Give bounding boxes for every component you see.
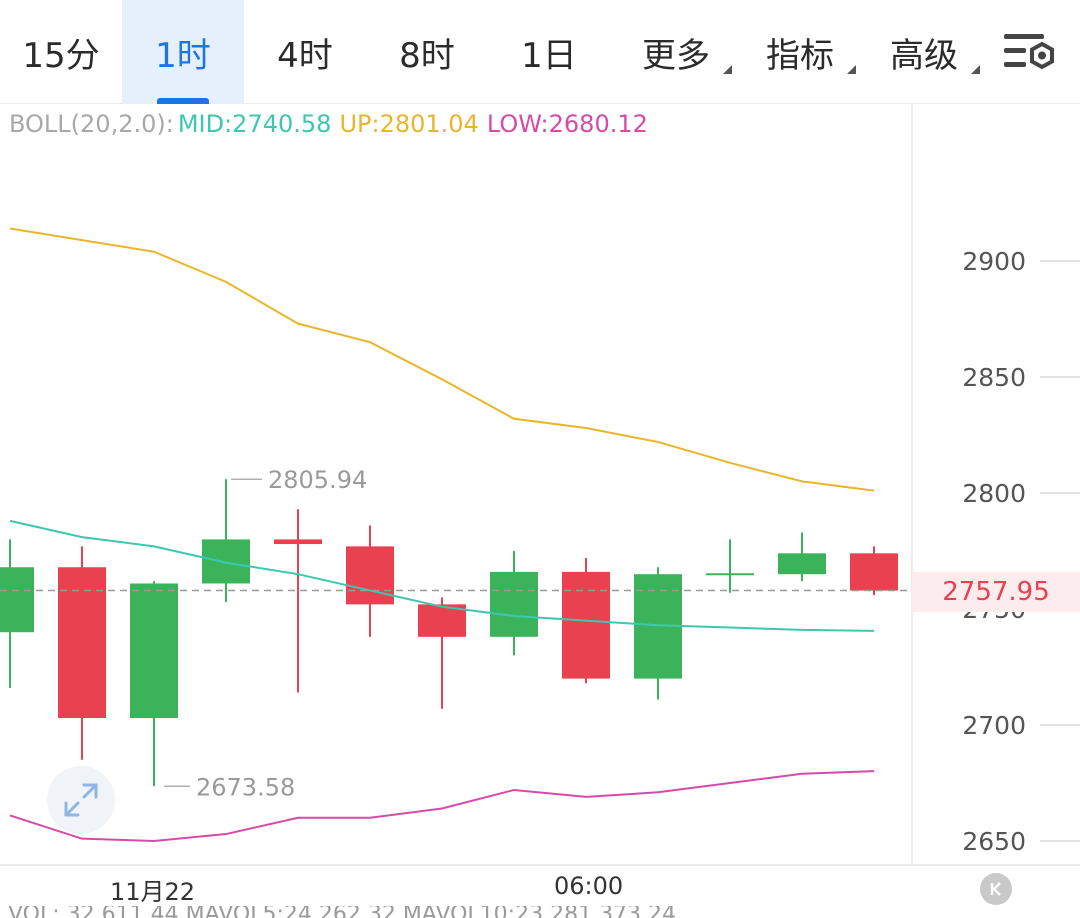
boll-upper-line: [9, 227, 875, 492]
tab-label: 1日: [521, 35, 577, 76]
tab-1day[interactable]: 1日: [488, 0, 610, 104]
candle-body: [346, 546, 394, 605]
tab-label: 高级: [890, 35, 958, 76]
chart-settings-icon: [1004, 34, 1054, 70]
scroll-to-latest-button[interactable]: [980, 873, 1012, 905]
fullscreen-expand-button[interactable]: [47, 766, 115, 834]
candle-body: [490, 571, 538, 637]
candle-body: [130, 583, 178, 719]
tab-indicators-dropdown[interactable]: 指标: [738, 0, 862, 104]
candle-body: [778, 553, 826, 575]
tab-label: 1时: [155, 35, 211, 76]
tab-8hour[interactable]: 8时: [366, 0, 488, 104]
tab-label: 指标: [766, 35, 834, 76]
y-axis-tick-label: 2700: [962, 711, 1026, 740]
candle-body: [58, 567, 106, 719]
candle-body: [850, 553, 898, 591]
tab-1hour[interactable]: 1时: [122, 0, 244, 104]
tab-advanced-dropdown[interactable]: 高级: [862, 0, 986, 104]
period-toolbar: 15分 1时 4时 8时 1日 更多 指标 高级: [0, 0, 1080, 104]
boll-lower-line: [9, 770, 875, 843]
boll-mid-value: MID:2740.58: [177, 110, 332, 138]
min-price-label: 2673.58: [196, 773, 295, 801]
tab-label: 更多: [642, 35, 710, 76]
chart-settings-button[interactable]: [1000, 30, 1060, 76]
boll-low-value: LOW:2680.12: [486, 110, 648, 138]
x-axis-label-time: 06:00: [554, 872, 624, 900]
expand-arrows-icon: [64, 783, 98, 817]
tab-more-dropdown[interactable]: 更多: [614, 0, 738, 104]
active-tab-indicator: [157, 98, 209, 104]
volume-legend-text: VOL: 32,611.44 MAVOL5:24,262.32 MAVOL10:…: [8, 906, 676, 918]
tab-4hour[interactable]: 4时: [244, 0, 366, 104]
candle-body: [274, 539, 322, 545]
candle-body: [562, 571, 610, 679]
max-price-label: 2805.94: [268, 466, 367, 494]
candle-body: [0, 567, 34, 633]
boll-mid-line: [9, 519, 875, 632]
boll-up-value: UP:2801.04: [339, 110, 479, 138]
y-axis-tick-label: 2800: [962, 479, 1026, 508]
boll-legend: BOLL(20,2.0): MID:2740.58 UP:2801.04 LOW:26…: [9, 110, 656, 138]
candle-body: [418, 604, 466, 637]
y-axis-tick-label: 2900: [962, 247, 1026, 276]
dropdown-caret-icon: [723, 65, 732, 74]
current-price-tag: 2757.95: [912, 572, 1080, 612]
volume-legend-peek: VOL: 32,611.44 MAVOL5:24,262.32 MAVOL10:…: [0, 906, 1080, 918]
dropdown-caret-icon: [971, 65, 980, 74]
y-axis-tick-label: 2850: [962, 363, 1026, 392]
tab-15min[interactable]: 15分: [0, 0, 122, 104]
chevron-left-end-icon: [990, 882, 1001, 896]
y-axis-tick-label: 2650: [962, 827, 1026, 856]
x-axis-label-date: 11月22: [110, 878, 196, 906]
tab-label: 8时: [399, 35, 455, 76]
tab-label: 4时: [277, 35, 333, 76]
dropdown-caret-icon: [847, 65, 856, 74]
tab-label: 15分: [22, 35, 100, 76]
candle-body: [202, 539, 250, 584]
boll-indicator-name: BOLL(20,2.0):: [9, 110, 174, 138]
